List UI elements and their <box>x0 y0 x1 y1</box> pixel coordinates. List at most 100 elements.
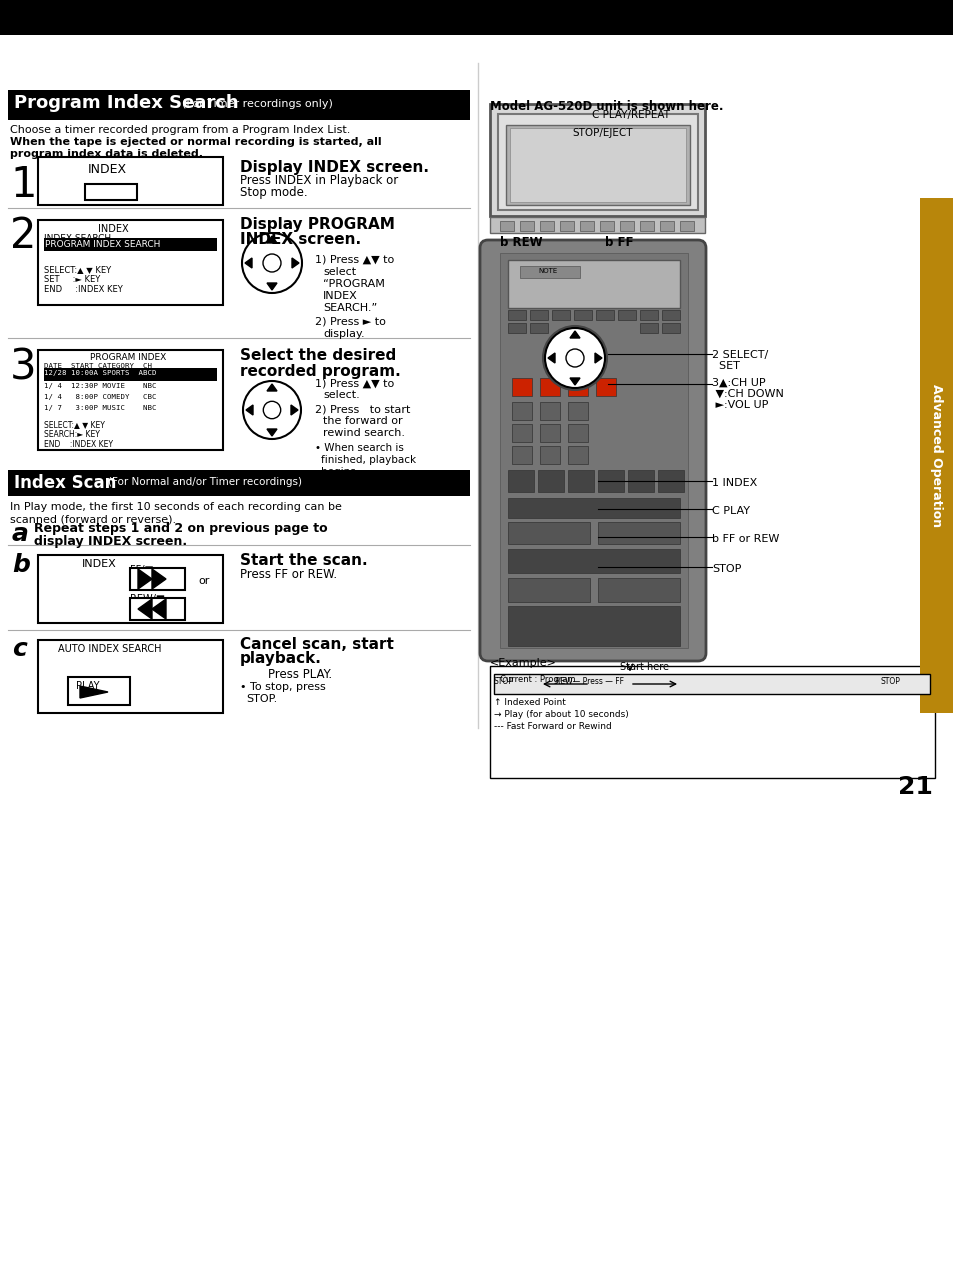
Polygon shape <box>80 686 108 697</box>
Text: STOP.: STOP. <box>246 694 277 704</box>
Text: b: b <box>12 553 30 577</box>
Polygon shape <box>569 378 579 385</box>
Bar <box>567 446 587 464</box>
Circle shape <box>242 233 302 293</box>
Text: SEARCH:► KEY: SEARCH:► KEY <box>44 430 100 439</box>
Polygon shape <box>152 569 166 590</box>
Circle shape <box>542 326 606 391</box>
Bar <box>512 424 532 443</box>
Text: • When search is: • When search is <box>314 443 403 453</box>
Text: program index data is deleted.: program index data is deleted. <box>10 150 203 158</box>
Text: or: or <box>198 576 209 586</box>
Text: select.: select. <box>323 391 359 399</box>
Bar <box>539 378 559 396</box>
Text: C PLAY/REPEAT: C PLAY/REPEAT <box>592 110 669 120</box>
Text: (For Timer recordings only): (For Timer recordings only) <box>182 99 333 109</box>
Bar <box>507 549 679 573</box>
Bar <box>919 198 953 713</box>
Bar <box>539 221 554 231</box>
Text: SEARCH.”: SEARCH.” <box>323 303 376 313</box>
Bar <box>510 128 685 202</box>
Text: display.: display. <box>323 328 364 339</box>
Text: 2 SELECT/: 2 SELECT/ <box>711 350 767 360</box>
Bar <box>494 675 929 694</box>
Text: In Play mode, the first 10 seconds of each recording can be: In Play mode, the first 10 seconds of ea… <box>10 502 341 512</box>
Text: a: a <box>12 522 29 547</box>
Bar <box>658 470 683 492</box>
Text: 1/ 4   8:00P COMEDY   CBC: 1/ 4 8:00P COMEDY CBC <box>44 394 156 399</box>
Text: 12/28 10:00A SPORTS  ABCD: 12/28 10:00A SPORTS ABCD <box>44 370 156 377</box>
Text: 21: 21 <box>897 775 932 799</box>
Text: b FF: b FF <box>604 236 633 249</box>
Text: C PLAY: C PLAY <box>711 506 749 516</box>
Bar <box>507 323 525 333</box>
Bar <box>130 598 185 620</box>
Bar <box>0 0 953 36</box>
Bar <box>512 446 532 464</box>
Text: Stop mode.: Stop mode. <box>240 186 307 199</box>
Polygon shape <box>291 404 297 415</box>
Text: Start the scan.: Start the scan. <box>240 553 367 568</box>
Text: 1) Press ▲▼ to: 1) Press ▲▼ to <box>314 378 394 388</box>
Bar <box>639 309 658 320</box>
Text: SELECT:▲ ▼ KEY: SELECT:▲ ▼ KEY <box>44 420 105 429</box>
Text: STOP: STOP <box>880 677 899 686</box>
Text: 1) Press ▲▼ to: 1) Press ▲▼ to <box>314 255 394 265</box>
Text: • To stop, press: • To stop, press <box>240 682 325 692</box>
Bar <box>598 522 679 544</box>
Bar <box>598 470 623 492</box>
Bar <box>8 90 470 120</box>
Bar <box>130 568 185 590</box>
Text: (For Normal and/or Timer recordings): (For Normal and/or Timer recordings) <box>108 477 302 487</box>
Text: recorded program.: recorded program. <box>240 364 400 379</box>
Polygon shape <box>138 598 152 619</box>
Polygon shape <box>267 283 276 290</box>
Bar <box>499 221 514 231</box>
Circle shape <box>263 254 281 273</box>
Text: INDEX: INDEX <box>88 164 127 176</box>
Text: STOP/EJECT: STOP/EJECT <box>572 128 632 138</box>
Text: ►:VOL UP: ►:VOL UP <box>711 399 767 410</box>
Text: PROGRAM INDEX: PROGRAM INDEX <box>90 353 166 361</box>
Circle shape <box>243 380 301 439</box>
Text: b FF or REW: b FF or REW <box>711 534 779 544</box>
Bar <box>596 309 614 320</box>
Circle shape <box>263 401 280 418</box>
Text: INDEX: INDEX <box>323 290 357 301</box>
Bar <box>490 666 934 779</box>
Bar <box>619 221 634 231</box>
Bar <box>490 217 704 233</box>
Text: When the tape is ejected or normal recording is started, all: When the tape is ejected or normal recor… <box>10 137 381 147</box>
Text: 1/ 4  12:30P MOVIE    NBC: 1/ 4 12:30P MOVIE NBC <box>44 383 156 389</box>
Text: PROGRAM INDEX SEARCH: PROGRAM INDEX SEARCH <box>45 240 160 249</box>
Text: --- Fast Forward or Rewind: --- Fast Forward or Rewind <box>494 721 611 730</box>
Polygon shape <box>569 331 579 339</box>
Text: Model AG-520D unit is shown here.: Model AG-520D unit is shown here. <box>490 100 722 113</box>
Bar <box>44 238 216 251</box>
Text: SET: SET <box>711 361 740 372</box>
FancyBboxPatch shape <box>479 240 705 661</box>
Bar <box>618 309 636 320</box>
Text: SELECT:▲ ▼ KEY: SELECT:▲ ▼ KEY <box>44 265 111 274</box>
Bar <box>68 677 130 705</box>
Bar <box>530 309 547 320</box>
Text: Repeat steps 1 and 2 on previous page to: Repeat steps 1 and 2 on previous page to <box>34 522 327 535</box>
Text: “PROGRAM: “PROGRAM <box>323 279 384 289</box>
Bar <box>505 126 689 205</box>
Text: 2) Press   to start: 2) Press to start <box>314 404 410 413</box>
Bar <box>539 424 559 443</box>
Text: select: select <box>323 268 355 276</box>
Text: Select the desired: Select the desired <box>240 347 395 363</box>
Text: ▼:CH DOWN: ▼:CH DOWN <box>711 389 783 399</box>
Bar <box>38 157 223 205</box>
Text: 1: 1 <box>10 164 36 205</box>
Bar <box>559 221 574 231</box>
Polygon shape <box>595 353 601 363</box>
Bar <box>661 309 679 320</box>
Bar <box>38 221 223 306</box>
Text: ↑ Indexed Point: ↑ Indexed Point <box>494 697 565 708</box>
Text: FF/■: FF/■ <box>130 566 153 574</box>
Text: END     :INDEX KEY: END :INDEX KEY <box>44 285 123 294</box>
Polygon shape <box>267 429 276 436</box>
Text: SET     :► KEY: SET :► KEY <box>44 275 100 284</box>
